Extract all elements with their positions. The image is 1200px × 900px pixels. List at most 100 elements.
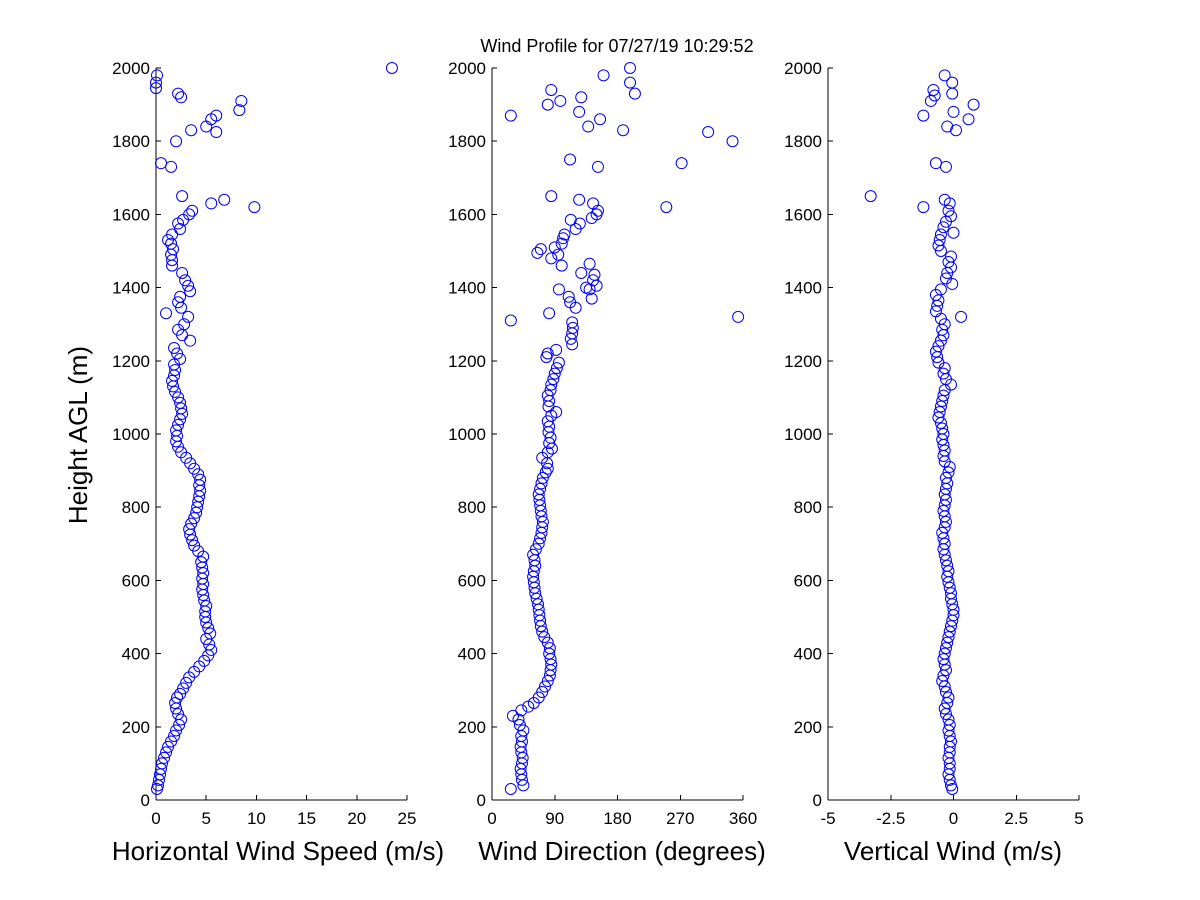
y-tick-label: 0 <box>141 791 150 810</box>
data-point <box>543 307 556 320</box>
data-point <box>939 642 952 655</box>
data-point <box>936 526 949 539</box>
data-point <box>942 631 955 644</box>
data-point <box>550 362 563 375</box>
data-point <box>195 556 208 569</box>
x-tick-label: 0 <box>487 809 496 828</box>
data-point <box>200 120 213 133</box>
data-point <box>554 94 567 107</box>
data-point <box>573 105 586 118</box>
data-point <box>937 389 950 402</box>
data-point <box>182 310 195 323</box>
data-point <box>932 340 945 353</box>
data-point <box>552 283 565 296</box>
data-point <box>550 343 563 356</box>
data-point <box>597 69 610 82</box>
data-point <box>160 307 173 320</box>
data-point <box>529 543 542 556</box>
data-point <box>942 466 955 479</box>
data-point <box>532 537 545 550</box>
data-point <box>566 316 579 329</box>
figure-ylabel: Height AGL (m) <box>63 346 93 524</box>
data-point <box>558 228 571 241</box>
data-point <box>942 691 955 704</box>
data-point <box>541 462 554 475</box>
data-point <box>248 201 261 214</box>
data-point <box>967 98 980 111</box>
data-point <box>917 201 930 214</box>
data-point <box>169 385 182 398</box>
data-point <box>506 709 519 722</box>
data-point <box>545 378 558 391</box>
y-tick-label: 1000 <box>784 425 822 444</box>
data-point <box>934 400 947 413</box>
data-point <box>942 713 955 726</box>
data-point <box>594 113 607 126</box>
y-tick-label: 1600 <box>784 205 822 224</box>
data-point <box>585 292 598 305</box>
data-point <box>210 126 223 139</box>
data-point <box>938 647 951 660</box>
data-point <box>504 314 517 327</box>
data-point <box>941 636 954 649</box>
data-point <box>541 446 554 459</box>
y-tick-label: 1000 <box>448 425 486 444</box>
data-point <box>150 76 162 89</box>
data-point <box>939 272 952 285</box>
data-point <box>504 109 517 122</box>
y-tick-label: 0 <box>813 791 822 810</box>
data-point <box>168 729 181 742</box>
y-tick-label: 1600 <box>448 205 486 224</box>
data-point <box>172 418 185 431</box>
data-point <box>937 653 950 666</box>
data-point <box>513 718 526 731</box>
data-point <box>950 124 963 137</box>
data-point <box>536 471 549 484</box>
data-point <box>938 702 951 715</box>
x-tick-label: 15 <box>297 809 316 828</box>
data-point <box>174 687 187 700</box>
data-point <box>170 424 183 437</box>
data-point <box>943 625 956 638</box>
data-point <box>937 367 950 380</box>
data-point <box>536 686 549 699</box>
data-point <box>151 69 164 82</box>
data-point <box>617 124 630 137</box>
data-point <box>562 290 575 303</box>
data-point <box>675 157 688 170</box>
x-tick-label: 5 <box>1074 809 1083 828</box>
data-point <box>628 87 641 100</box>
y-tick-label: 1200 <box>112 352 150 371</box>
data-point <box>944 735 957 748</box>
data-point <box>175 402 188 415</box>
data-point <box>172 391 185 404</box>
data-point <box>170 724 183 737</box>
data-point <box>548 241 561 254</box>
y-tick-label: 1000 <box>112 425 150 444</box>
data-point <box>541 675 554 688</box>
data-point <box>938 537 951 550</box>
data-point <box>864 190 877 203</box>
data-point <box>564 213 577 226</box>
data-point <box>175 446 188 459</box>
data-point <box>186 534 199 547</box>
y-tick-label: 800 <box>794 498 822 517</box>
data-point <box>941 120 954 133</box>
data-point <box>184 334 197 347</box>
data-point <box>205 643 218 656</box>
data-point <box>169 697 182 710</box>
data-point <box>538 680 551 693</box>
data-point <box>938 69 951 82</box>
y-tick-label: 1800 <box>112 132 150 151</box>
y-tick-label: 1800 <box>448 132 486 151</box>
y-tick-label: 400 <box>794 645 822 664</box>
data-point <box>933 234 946 247</box>
data-point <box>573 193 586 206</box>
data-point <box>937 428 950 440</box>
data-point <box>583 257 596 270</box>
data-point <box>555 259 568 272</box>
data-point <box>182 279 195 292</box>
data-point <box>552 248 565 261</box>
data-point <box>564 296 577 309</box>
y-tick-label: 1400 <box>448 279 486 298</box>
